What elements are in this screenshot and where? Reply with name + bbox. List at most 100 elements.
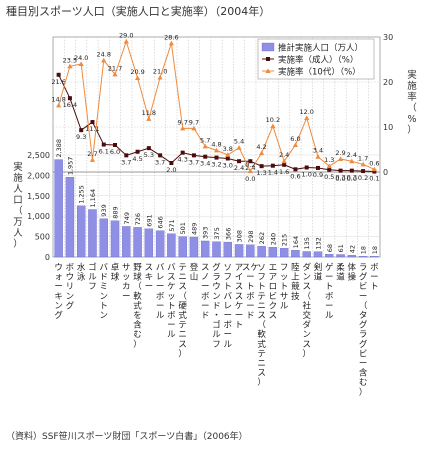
category-label-char: ト	[246, 282, 255, 292]
bar-value-label: 691	[145, 214, 153, 226]
y-axis-label-right-char: 施	[407, 80, 417, 92]
category-label-char: 道	[314, 272, 323, 283]
teen-rate-point	[112, 71, 118, 77]
adult-rate-point	[338, 168, 343, 173]
adult-rate-point	[113, 143, 118, 147]
bar-value-label: 132	[314, 237, 322, 249]
teen-rate-point	[360, 161, 366, 167]
bar	[178, 236, 187, 258]
category-label-char: 道	[336, 272, 345, 283]
category-label-char: ス	[302, 282, 311, 292]
bar-value-label: 18	[371, 246, 379, 254]
bar	[370, 256, 379, 258]
adult-rate-point	[372, 169, 377, 174]
adult-rate-point	[327, 167, 332, 172]
category-label-char: ボ	[66, 263, 75, 273]
adult-rate-label: 1.4	[268, 169, 278, 177]
category-label-char: 陸	[291, 262, 300, 273]
teen-rate-label: 2.4	[279, 151, 289, 159]
teen-rate-point	[123, 38, 129, 44]
bar	[110, 220, 120, 258]
legend-label-adult: 実施率（成人）（%）	[278, 55, 358, 66]
category-label-char: テ	[257, 349, 266, 359]
teen-rate-point	[326, 163, 332, 169]
teen-rate-label: 4.8	[211, 140, 221, 148]
category-label-char: グ	[359, 320, 368, 331]
adult-rate-label: 0.3	[335, 174, 345, 182]
category-label-char: ア	[235, 263, 244, 273]
teen-rate-point	[371, 166, 377, 172]
bar	[144, 228, 154, 258]
category-label-char: ソ	[257, 263, 266, 273]
teen-rate-label: 0.2	[245, 161, 255, 169]
category-label-char: 上	[291, 273, 300, 283]
y-axis-label-right-char: （	[407, 102, 417, 114]
category-label-char: （	[302, 291, 311, 302]
legend-box	[257, 38, 375, 80]
bar	[133, 227, 142, 258]
adult-rate-label: 2.4	[245, 164, 255, 172]
category-label-char: ス	[235, 292, 244, 302]
category-label-char: ビ	[269, 292, 278, 302]
y-axis-label-left-char: 実	[13, 161, 23, 173]
teen-rate-point	[191, 125, 197, 131]
bar	[325, 254, 334, 258]
category-label-char: フ	[257, 273, 266, 283]
category-label-char: ノ	[201, 273, 210, 283]
bar	[65, 177, 75, 258]
category-label-char: ケ	[235, 301, 244, 311]
teen-rate-point	[180, 125, 186, 131]
category-label-char: ロ	[269, 282, 278, 292]
adult-rate-point	[259, 164, 264, 169]
legend-label-teen: 実施率（10代）（%）	[278, 67, 361, 78]
category-label-char: 含	[359, 368, 368, 379]
category-label-char: （	[257, 320, 266, 331]
category-label-char: ス	[145, 263, 154, 273]
teen-rate-label: 1.7	[358, 154, 368, 162]
category-label-char: ー	[156, 301, 165, 311]
teen-rate-label: 20.9	[130, 68, 144, 76]
category-label-char: （	[178, 291, 187, 302]
category-label-char: 硬	[178, 301, 187, 311]
adult-rate-label: 3.7	[189, 158, 199, 166]
adult-rate-point	[248, 159, 253, 164]
adult-rate-label: 0.3	[347, 174, 357, 182]
bar-value-label: 61	[337, 244, 345, 252]
bar-value-label: 646	[157, 216, 165, 228]
category-label-char: ト	[167, 301, 176, 311]
category-label-char: ス	[302, 340, 311, 350]
category-label-char: ー	[224, 330, 233, 340]
right-tick-label: 20	[383, 78, 393, 87]
bar-value-label: 726	[134, 213, 142, 225]
category-label-char: む	[133, 330, 142, 340]
bar-value-label: 1,957	[66, 157, 74, 176]
category-label-char: ト	[224, 282, 233, 292]
teen-rate-label: 11.8	[142, 109, 156, 117]
teen-rate-point	[202, 143, 208, 149]
bar	[279, 248, 289, 258]
category-label-char: ド	[99, 273, 108, 283]
category-label-char: スケ	[242, 263, 259, 273]
category-label-char: ボ	[167, 311, 176, 321]
category-label-char: 柔	[336, 262, 345, 273]
category-label-char: ド	[212, 301, 221, 311]
category-label-char: ゴ	[88, 262, 97, 273]
category-label-char: ス	[201, 263, 210, 273]
adult-rate-label: 1.6	[279, 168, 289, 176]
bar	[358, 256, 368, 258]
right-tick-label: 30	[383, 33, 393, 42]
teen-rate-label: 6.0	[290, 135, 300, 143]
category-label-char: ボ	[201, 292, 210, 302]
category-label-char: エ	[269, 263, 278, 273]
bar-value-label: 501	[179, 222, 187, 234]
category-label-char: ル	[167, 330, 176, 340]
category-label-char: ）	[359, 387, 368, 398]
category-label-char: ス	[167, 273, 176, 283]
category-label-char: フ	[88, 282, 97, 292]
category-label-char: ー	[54, 282, 63, 292]
category-label-char: ル	[88, 273, 97, 283]
category-label-char: レ	[156, 273, 165, 283]
bar	[302, 251, 311, 258]
teen-rate-label: 28.6	[164, 33, 178, 41]
